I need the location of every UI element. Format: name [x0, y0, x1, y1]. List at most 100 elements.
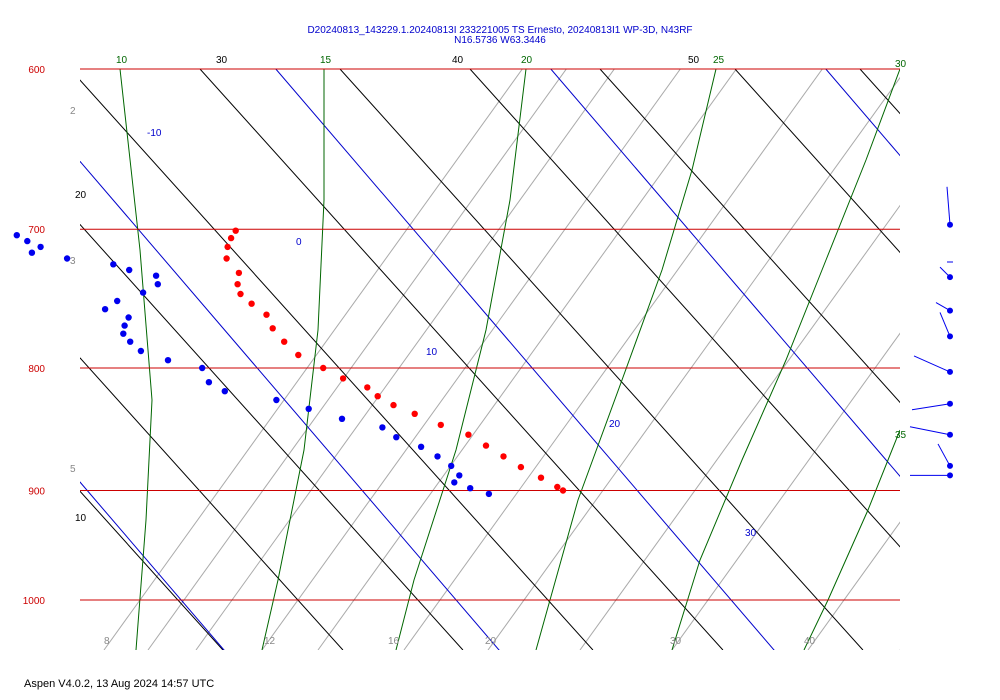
pressure-label: 600 [28, 65, 45, 76]
dewpoint-point [110, 261, 117, 268]
temperature-point [223, 255, 230, 262]
wind-barbs [909, 186, 953, 479]
mixing-ratio-label: 40 [804, 636, 816, 647]
temperature-point [390, 401, 397, 409]
mixing-ratio-label: 16 [388, 636, 400, 647]
wind-barb-staff [946, 186, 951, 225]
temperature-profile [223, 227, 567, 494]
dewpoint-point [485, 490, 493, 498]
temperature-point [232, 227, 239, 234]
temperature-point [517, 463, 525, 471]
mixing-ratio-line [579, 204, 900, 650]
temperature-point [237, 290, 244, 298]
dewpoint-point [434, 453, 441, 460]
wind-barb-point [947, 368, 953, 375]
dry-adiabat-line [80, 79, 594, 650]
dry-adiabat-line [469, 69, 900, 548]
moist-adiabat-label: 35 [895, 430, 907, 441]
temperature-point [465, 431, 472, 438]
dry-adiabat-line [80, 490, 224, 650]
chart-subtitle: N16.5736 W63.3446 [454, 35, 546, 46]
moist-adiabat-line [671, 69, 900, 650]
temperature-point [500, 453, 507, 460]
wind-barb-staff [911, 403, 951, 411]
dewpoint-point [125, 314, 132, 321]
temperature-point [269, 325, 276, 332]
dewpoint-point [24, 237, 31, 245]
temperature-point [537, 474, 545, 481]
mixing-ratio-label: 30 [670, 636, 682, 647]
dewpoint-point [199, 364, 206, 372]
isotherm-label: 0 [296, 237, 302, 248]
temperature-point [248, 300, 255, 307]
moist-adiabat-line [803, 429, 900, 650]
dewpoint-point [139, 289, 147, 296]
moist-adiabat-line [119, 69, 153, 650]
temperature-point [554, 483, 561, 491]
isotherm-line [550, 69, 900, 477]
mixing-ratio-label: 20 [485, 636, 497, 647]
dry-adiabat-line [80, 357, 344, 650]
isotherm-line [80, 160, 500, 650]
pressure-label: 700 [28, 225, 45, 236]
dewpoint-point [221, 388, 228, 395]
moist-adiabat-line [261, 69, 325, 650]
dewpoint-point [456, 472, 463, 479]
mixing-ratio-line [899, 649, 900, 650]
temperature-point [482, 442, 490, 449]
mixing-ratio-line [261, 69, 681, 650]
temperature-point [364, 384, 371, 391]
temperature-point [320, 364, 327, 372]
dewpoint-point [101, 306, 109, 313]
mixing-ratio-line [317, 69, 737, 650]
mixing-ratio-line [103, 69, 523, 650]
temperature-point [437, 421, 444, 429]
moist-adiabat-label: 25 [713, 55, 725, 66]
moist-adiabat-label: 30 [895, 59, 907, 70]
dry-adiabat-label: 30 [216, 55, 228, 66]
mixing-ratio-label: 12 [264, 636, 276, 647]
isobars [80, 68, 900, 601]
dry-adiabat-line [734, 69, 900, 254]
isotherm-line [80, 481, 225, 650]
dewpoint-point [13, 232, 20, 239]
wind-barb-point [947, 307, 953, 314]
dewpoint-point [152, 272, 160, 279]
dry-adiabat-line [80, 223, 464, 650]
dry-adiabat-label: 40 [452, 55, 464, 66]
dewpoint-point [338, 415, 346, 422]
temperature-point [227, 234, 235, 242]
moist-adiabat-label: 15 [320, 55, 332, 66]
temperature-point [224, 243, 231, 251]
footer-text: Aspen V4.0.2, 13 Aug 2024 14:57 UTC [24, 678, 214, 690]
isotherm-line [275, 69, 775, 650]
temperature-point [281, 338, 288, 345]
dewpoint-point [164, 357, 172, 364]
dewpoint-point [451, 479, 458, 486]
dry-adiabat-label: 20 [75, 190, 87, 201]
dry-adiabat-label: 50 [688, 55, 700, 66]
dewpoint-point [120, 330, 127, 337]
dewpoint-point [448, 462, 455, 470]
mixing-ratio-line [195, 69, 615, 650]
mixing-ratio-label: 2 [70, 106, 76, 117]
temperature-point [235, 269, 243, 277]
moist-adiabat-label: 20 [521, 55, 533, 66]
dry-adiabat-line [339, 69, 864, 650]
dewpoint-point [63, 255, 71, 262]
dry-adiabat-line [199, 69, 724, 650]
sounding-profiles [13, 227, 567, 498]
dewpoint-point [127, 338, 134, 345]
dewpoint-point [467, 485, 474, 492]
temperature-point [339, 375, 347, 382]
dry-adiabat-line [599, 69, 900, 404]
wind-barb-point [947, 221, 953, 228]
dewpoint-point [137, 347, 145, 355]
mixing-ratio-line [403, 69, 823, 650]
temperature-point [295, 351, 302, 359]
wind-barb-point [947, 462, 953, 469]
dewpoint-point [273, 396, 280, 404]
chart-title: D20240813_143229.1.20240813I 233221005 T… [307, 25, 692, 36]
wind-barb-point [947, 333, 953, 340]
